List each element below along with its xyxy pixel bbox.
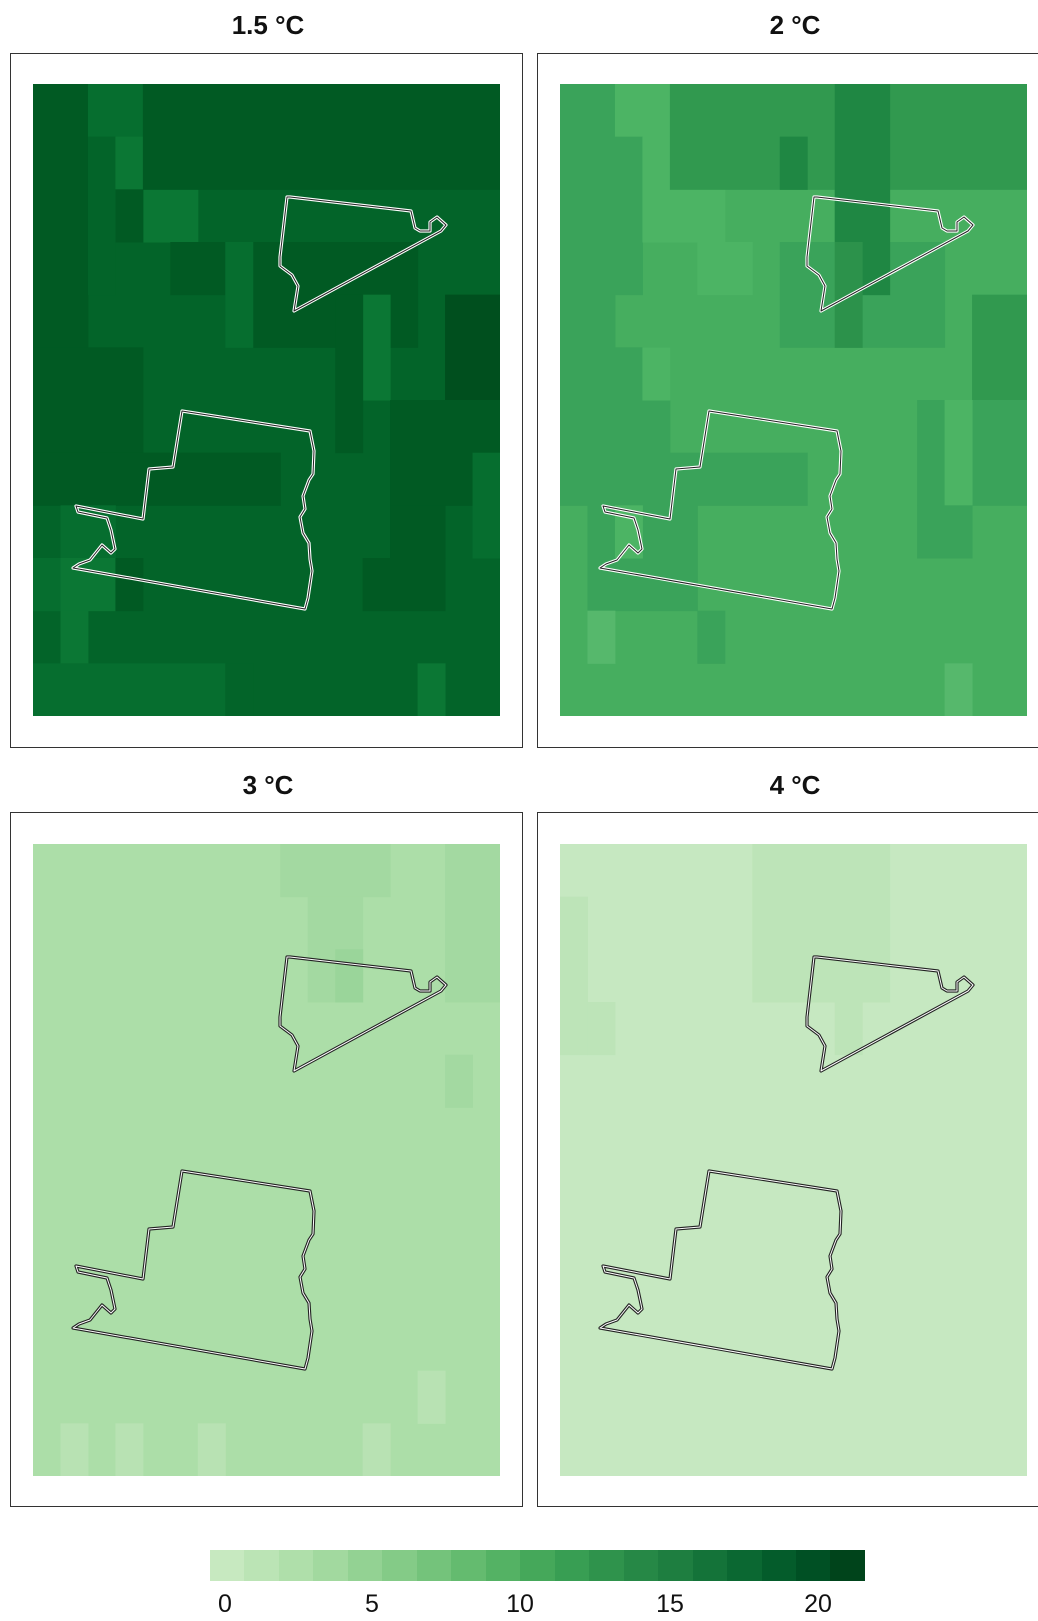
map-2 [560,84,1027,716]
legend-tick-20: 20 [804,1590,832,1618]
legend-swatch [313,1550,348,1581]
legend-swatch [554,1550,590,1581]
grid-cell [115,189,144,243]
legend-swatch [485,1550,521,1581]
grid-cell [697,610,726,664]
boundary-outline-south-inner [72,1170,315,1370]
legend-tick-5: 5 [365,1590,379,1618]
map-3 [33,844,500,1476]
legend-swatch [727,1550,762,1581]
grid-cell [614,136,643,296]
grid-cell [445,294,500,401]
legend-swatch [589,1550,624,1581]
grid-cell [944,663,973,716]
grid-cell [642,347,671,401]
grid-cell [362,294,391,401]
grid-cell [417,1370,446,1424]
grid-cell [917,505,973,559]
grid-cell [362,1423,391,1476]
legend-swatch [416,1550,452,1581]
grid-cell [33,663,226,716]
legend-swatch [520,1550,555,1581]
boundary-outline-south-inner [72,410,315,610]
grid-cell [87,84,144,138]
grid-cell [560,84,616,348]
boundary-outline-north-inner [806,956,974,1072]
legend-tick-0: 0 [218,1590,232,1618]
legend-swatch [795,1550,831,1581]
grid-cell [335,294,364,454]
grid-cell [944,400,973,506]
panel-title-2: 2 °C [769,10,821,40]
legend-swatch [278,1550,314,1581]
grid-cell [445,844,500,1003]
grid-cell [697,242,753,296]
grid-cell [587,610,616,664]
grid-cell [752,844,891,1003]
boundary-outline-north-inner [279,956,447,1072]
grid-cell [335,949,364,1003]
grid-cell [362,558,446,612]
grid-cell [33,452,281,506]
legend-swatch [451,1550,486,1581]
legend-swatch [382,1550,417,1581]
grid-cell [779,136,808,190]
grid-cell [115,558,144,612]
grid-cell [33,84,89,348]
grid-cell [197,1423,226,1476]
panel-title-4: 4 °C [769,770,821,800]
grid-cell [560,896,588,1056]
panel-title-3: 3 °C [242,770,294,800]
grid-cell [972,294,1027,401]
legend-tick-15: 15 [656,1590,684,1618]
grid-cell [60,1423,89,1476]
map-base-fill [33,844,500,1476]
grid-cell [445,1054,474,1108]
grid-cell [614,84,671,138]
grid-cell [280,844,391,898]
grid-cell [560,452,808,506]
grid-cell [417,663,446,716]
boundary-outline-north-inner [806,196,974,312]
grid-cell [390,505,446,559]
boundary-outline-south-inner [599,410,842,610]
grid-cell [60,610,89,664]
map-1 [33,84,500,716]
legend-swatch [244,1550,279,1581]
panel-title-1: 1.5 °C [231,10,305,40]
grid-cell [587,1002,616,1056]
grid-cell [115,1423,144,1476]
grid-cell [834,1002,863,1056]
legend-swatch [210,1550,245,1581]
boundary-outline-south-inner [599,1170,842,1370]
legend-tick-10: 10 [506,1590,534,1618]
grid-cell [87,136,116,296]
grid-cell [225,242,254,348]
legend-swatch [761,1550,796,1581]
grid-cell [472,452,500,559]
legend-swatch [623,1550,659,1581]
grid-cell [170,242,226,296]
grid-cell [33,558,61,612]
legend-swatch [692,1550,728,1581]
legend-swatch [347,1550,383,1581]
grid-cell [142,84,500,190]
map-4 [560,844,1027,1476]
grid-cell [33,347,144,454]
grid-cell [60,558,116,612]
boundary-outline-north-inner [279,196,447,312]
grid-cell [834,84,891,243]
legend-swatch [830,1550,865,1581]
color-scale-legend [210,1550,865,1581]
grid-cell [225,663,254,716]
legend-swatch [658,1550,693,1581]
